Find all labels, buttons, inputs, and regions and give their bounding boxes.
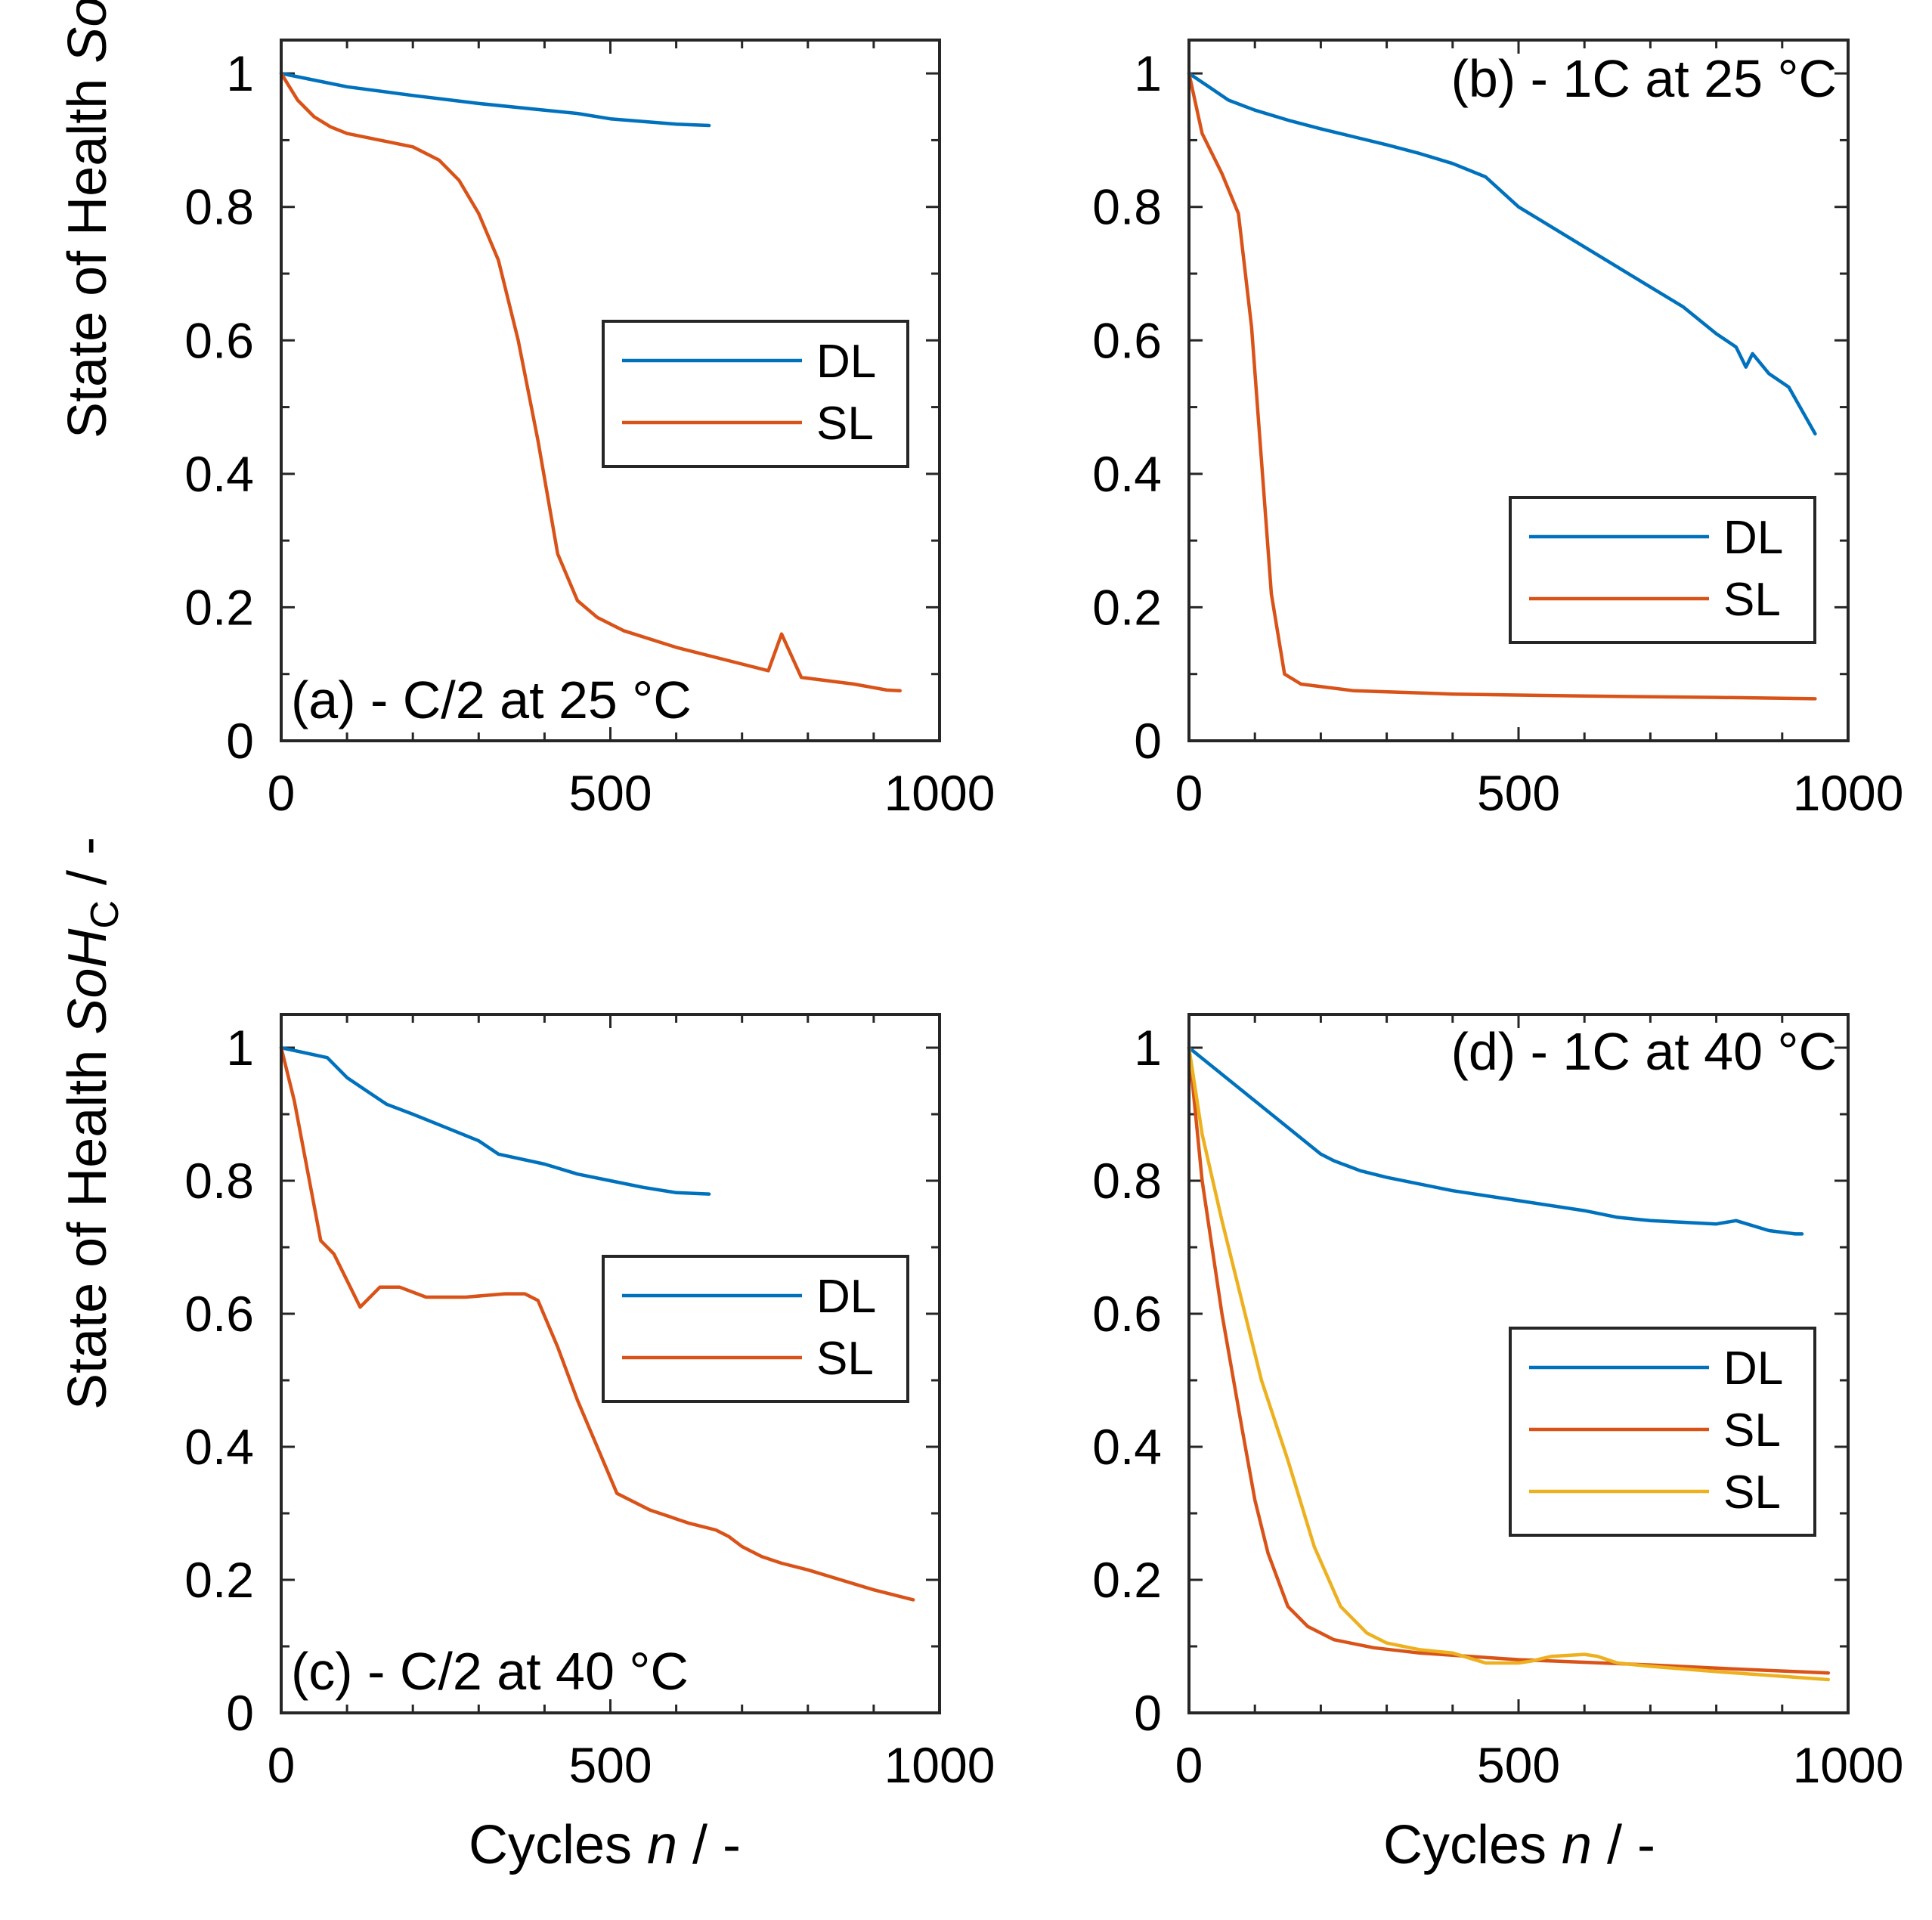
series-line-sl-1 bbox=[279, 71, 902, 693]
legend-label: DL bbox=[1723, 1342, 1783, 1395]
y-tick-label: 1 bbox=[226, 45, 254, 101]
legend: DL SL SL bbox=[1509, 1327, 1816, 1537]
x-tick-label: 500 bbox=[1477, 765, 1560, 821]
y-tick-label: 0 bbox=[226, 1685, 254, 1741]
y-tick-label: 0.6 bbox=[1092, 312, 1162, 368]
x-tick-label: 500 bbox=[568, 765, 652, 821]
series-line-dl-0 bbox=[1187, 71, 1817, 436]
y-axis-title-bottom: State of Health SoHC / - bbox=[57, 837, 127, 1410]
y-tick-label: 0.8 bbox=[1092, 1153, 1162, 1209]
legend-label: SL bbox=[1723, 1404, 1781, 1457]
x-tick-label: 1000 bbox=[884, 765, 995, 821]
series-line-dl-0 bbox=[279, 1045, 711, 1196]
y-tick-label: 0 bbox=[1134, 1685, 1162, 1741]
series-line-dl-0 bbox=[279, 71, 711, 128]
legend-label: SL bbox=[816, 1333, 874, 1385]
x-axis-title-text: Cycles bbox=[469, 1815, 647, 1875]
y-tick-label: 0.4 bbox=[184, 446, 254, 502]
y-axis-title-subscript: C bbox=[83, 900, 127, 929]
x-axis-title-unit: / - bbox=[677, 1815, 741, 1875]
x-tick-label: 0 bbox=[268, 765, 296, 821]
plot-frame bbox=[280, 1013, 941, 1714]
y-tick-label: 0.4 bbox=[1092, 1419, 1162, 1475]
y-tick-label: 1 bbox=[226, 1020, 254, 1076]
legend: DL SL bbox=[602, 320, 909, 468]
legend: DL SL bbox=[602, 1255, 909, 1403]
legend-label: DL bbox=[816, 336, 876, 388]
x-axis-title-text: Cycles bbox=[1383, 1815, 1562, 1875]
x-tick-label: 1000 bbox=[1793, 765, 1904, 821]
x-axis-title-unit: / - bbox=[1592, 1815, 1655, 1875]
y-axis-title-text: State of Health bbox=[57, 63, 118, 438]
y-tick-label: 1 bbox=[1134, 45, 1162, 101]
y-tick-label: 0.4 bbox=[184, 1419, 254, 1475]
chart-panel-2: 0 500 1000 0 0.2 0.4 0.6 0.8 1 DL SL (c) - C/2 at 4… bbox=[184, 1013, 995, 1793]
legend-label: DL bbox=[816, 1271, 876, 1323]
plot-frame bbox=[1187, 39, 1850, 742]
y-tick-label: 0.6 bbox=[184, 312, 254, 368]
x-tick-label: 0 bbox=[1175, 1737, 1203, 1793]
y-tick-label: 0.2 bbox=[1092, 1552, 1162, 1608]
legend-label: DL bbox=[1723, 512, 1783, 564]
x-tick-label: 0 bbox=[268, 1737, 296, 1793]
y-tick-label: 0.8 bbox=[184, 179, 254, 235]
legend-label: SL bbox=[816, 398, 874, 450]
y-axis-title-text: State of Health bbox=[57, 1035, 118, 1410]
panel-label: (b) - 1C at 25 °C bbox=[1451, 49, 1837, 108]
plot-frame bbox=[280, 39, 941, 742]
y-tick-label: 0.2 bbox=[184, 579, 254, 635]
legend-box bbox=[602, 320, 909, 468]
y-tick-label: 0.2 bbox=[1092, 579, 1162, 635]
chart-panel-3: 0 500 1000 0 0.2 0.4 0.6 0.8 1 DL SL SL (d) - 1C at … bbox=[1092, 1013, 1904, 1793]
x-axis-title-right: Cycles n / - bbox=[1383, 1815, 1655, 1875]
y-tick-label: 0.4 bbox=[1092, 446, 1162, 502]
series-line-sl-1 bbox=[1187, 1045, 1831, 1675]
series-line-sl-1 bbox=[1187, 71, 1817, 701]
legend-label: SL bbox=[1723, 574, 1781, 626]
y-tick-label: 0 bbox=[226, 713, 254, 769]
y-tick-label: 1 bbox=[1134, 1020, 1162, 1076]
plot-frame bbox=[1187, 1013, 1850, 1714]
x-tick-label: 1000 bbox=[1793, 1737, 1904, 1793]
y-tick-label: 0.6 bbox=[1092, 1286, 1162, 1342]
legend: DL SL bbox=[1509, 496, 1816, 644]
chart-panel-0: 0 500 1000 0 0.2 0.4 0.6 0.8 1 DL SL (a) - C/2 at 2… bbox=[184, 39, 995, 821]
y-tick-label: 0 bbox=[1134, 713, 1162, 769]
panel-label: (c) - C/2 at 40 °C bbox=[291, 1642, 689, 1701]
series-line-dl-0 bbox=[1187, 1045, 1804, 1236]
legend-label: SL bbox=[1723, 1466, 1781, 1519]
y-axis-title-symbol: SoH bbox=[57, 928, 118, 1035]
y-axis-title-top: State of Health SoHC / - bbox=[57, 0, 127, 438]
x-axis-title-symbol: n bbox=[1562, 1815, 1592, 1875]
y-tick-label: 0.6 bbox=[184, 1286, 254, 1342]
chart-panel-1: 0 500 1000 0 0.2 0.4 0.6 0.8 1 DL SL (b) - 1C at 25… bbox=[1092, 39, 1904, 821]
y-axis-title-symbol: SoH bbox=[57, 0, 118, 63]
y-axis-title-unit: / - bbox=[57, 837, 118, 900]
y-tick-label: 0.8 bbox=[1092, 179, 1162, 235]
panel-label: (d) - 1C at 40 °C bbox=[1451, 1022, 1837, 1081]
y-tick-label: 0.8 bbox=[184, 1153, 254, 1209]
series-line-sl-2 bbox=[1187, 1045, 1831, 1682]
legend-box bbox=[1509, 1327, 1816, 1537]
x-tick-label: 500 bbox=[1477, 1737, 1560, 1793]
legend-box bbox=[602, 1255, 909, 1403]
y-tick-label: 0.2 bbox=[184, 1552, 254, 1608]
series-line-sl-1 bbox=[279, 1045, 915, 1602]
x-axis-title-left: Cycles n / - bbox=[469, 1815, 741, 1875]
x-tick-label: 1000 bbox=[884, 1737, 995, 1793]
legend-box bbox=[1509, 496, 1816, 644]
panel-label: (a) - C/2 at 25 °C bbox=[291, 670, 692, 729]
x-tick-label: 0 bbox=[1175, 765, 1203, 821]
x-tick-label: 500 bbox=[568, 1737, 652, 1793]
x-axis-title-symbol: n bbox=[647, 1815, 677, 1875]
